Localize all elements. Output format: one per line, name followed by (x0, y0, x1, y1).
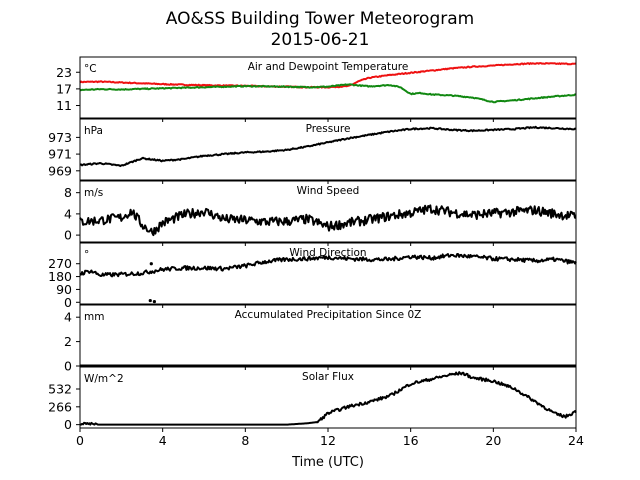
series-line-wind_dir-0 (79, 253, 577, 278)
panel-precip: 0 2 4 mm Accumulated Precipitation Since 0Z (64, 304, 577, 374)
panel-solar: 0 266 532 W/m^2 Solar Flux (48, 366, 577, 432)
x-axis-label: Time (UTC) (291, 455, 364, 470)
y-tick-label-precip-2: 4 (64, 310, 72, 325)
series-line-solar-0 (79, 371, 577, 426)
y-tick-label-wind_speed-1: 4 (64, 206, 72, 221)
y-tick-label-precip-0: 0 (64, 359, 72, 374)
unit-label-wind_speed: m/s (84, 187, 103, 199)
x-tick-label-6: 24 (568, 433, 584, 448)
y-tick-label-solar-2: 532 (48, 381, 72, 396)
panel-title-temp: Air and Dewpoint Temperature (248, 61, 409, 73)
outlier-point-wind_dir-2 (149, 262, 153, 266)
y-tick-label-temp-2: 23 (56, 65, 72, 80)
y-tick-label-solar-0: 0 (64, 417, 72, 432)
y-tick-label-temp-0: 11 (56, 98, 72, 113)
panel-title-pressure: Pressure (306, 123, 351, 135)
y-tick-label-wind_speed-2: 8 (64, 185, 72, 200)
unit-label-temp: °C (84, 63, 97, 75)
panel-title-solar: Solar Flux (302, 371, 354, 383)
chart-title: AO&SS Building Tower Meteorogram (166, 9, 474, 29)
y-tick-label-wind_dir-0: 0 (64, 295, 72, 310)
panel-title-precip: Accumulated Precipitation Since 0Z (235, 309, 422, 321)
unit-label-solar: W/m^2 (84, 373, 124, 385)
y-tick-label-pressure-0: 969 (48, 163, 72, 178)
x-tick-label-3: 12 (320, 433, 336, 448)
series-line-temp-1 (79, 83, 577, 104)
y-tick-label-wind_dir-2: 180 (48, 269, 72, 284)
panel-title-wind_dir: Wind Direction (289, 247, 366, 259)
chart-subtitle: 2015-06-21 (271, 30, 370, 50)
y-tick-label-wind_dir-3: 270 (48, 256, 72, 271)
y-tick-label-wind_dir-1: 90 (56, 282, 72, 297)
unit-label-wind_dir: ° (84, 249, 89, 261)
series-line-wind_speed-0 (79, 204, 577, 237)
y-tick-label-precip-1: 2 (64, 334, 72, 349)
unit-label-pressure: hPa (84, 125, 103, 137)
panel-title-wind_speed: Wind Speed (297, 185, 360, 197)
y-tick-label-solar-1: 266 (48, 399, 72, 414)
x-tick-label-0: 0 (76, 433, 84, 448)
y-tick-label-pressure-1: 971 (48, 147, 72, 162)
unit-label-precip: mm (84, 311, 104, 323)
series-line-pressure-0 (79, 125, 577, 168)
outlier-point-wind_dir-1 (152, 299, 156, 304)
x-tick-label-5: 20 (485, 433, 501, 448)
x-tick-label-4: 16 (403, 433, 419, 448)
x-tick-label-2: 8 (241, 433, 249, 448)
y-tick-label-temp-1: 17 (56, 81, 72, 96)
panel-wind_speed: 0 4 8 m/s Wind Speed (64, 180, 577, 246)
y-tick-label-wind_speed-0: 0 (64, 228, 72, 243)
y-tick-label-pressure-2: 973 (48, 130, 72, 145)
x-tick-label-1: 4 (159, 433, 167, 448)
outlier-point-wind_dir-0 (148, 298, 152, 303)
